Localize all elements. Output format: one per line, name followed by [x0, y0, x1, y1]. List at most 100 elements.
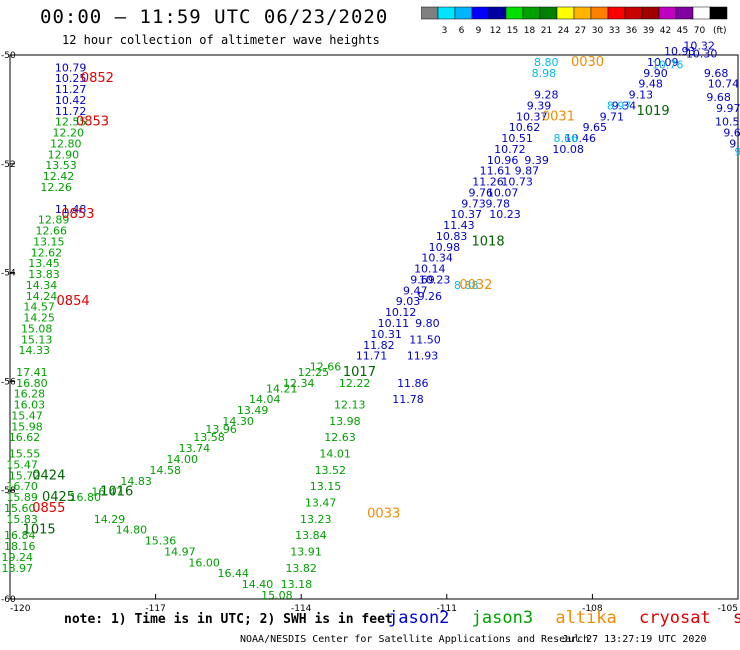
jason2-swh-value: 10.83 [436, 230, 468, 243]
legend-cryosat: cryosat [639, 608, 711, 628]
jason3-swh-value: 13.91 [290, 545, 322, 558]
jason2-swh-value: 9.76 [469, 186, 494, 199]
jason3-swh-value: 16.80 [16, 377, 48, 390]
altika-swh-value: 8.88 [454, 279, 479, 292]
color-scale-tick: 12 [490, 26, 501, 36]
jason3-swh-value: 12.55 [55, 116, 87, 129]
jason2-swh-value: 10.07 [487, 186, 519, 199]
color-swatch [709, 6, 728, 20]
jason2-swh-value: 9.13 [629, 89, 654, 102]
color-swatch [421, 6, 439, 20]
jason3-swh-value: 16.00 [188, 556, 220, 569]
jason3-swh-value: 15.47 [11, 409, 43, 422]
jason2-swh-value: 9.34 [612, 99, 637, 112]
jason3-swh-value: 14.30 [222, 415, 254, 428]
jason3-swh-value: 12.25 [298, 366, 330, 379]
jason3-swh-value: 13.84 [295, 529, 327, 542]
altika-swh-value: 8.97 [607, 99, 632, 112]
color-swatch [454, 6, 473, 20]
legend-jason2: jason2 [388, 608, 450, 628]
jason3-swh-value: 14.34 [26, 279, 58, 292]
jason3-swh-value: 13.96 [205, 423, 237, 436]
jason3-swh-value: 13.53 [45, 159, 77, 172]
jason3-swh-value: 13.52 [315, 464, 347, 477]
color-swatch [573, 6, 592, 20]
jason2-swh-value: 11.82 [363, 339, 395, 352]
jason2-swh-value: 11.86 [397, 377, 429, 390]
jason3-swh-value: 19.24 [2, 551, 34, 564]
pass-time-label: 0030 [571, 55, 604, 70]
jason3-swh-value: 12.80 [50, 137, 82, 150]
jason3-swh-value: 15.13 [21, 333, 53, 346]
jason3-swh-value: 12.66 [310, 361, 342, 374]
jason3-swh-value: 13.15 [33, 235, 65, 248]
jason3-swh-value: 13.23 [300, 513, 332, 526]
jason2-swh-value: 11.26 [472, 176, 504, 189]
jason3-swh-value: 14.21 [266, 382, 298, 395]
pass-time-label: 0854 [57, 294, 90, 309]
jason3-swh-value: 13.15 [310, 480, 342, 493]
jason2-swh-value: 10.51 [501, 132, 533, 145]
jason2-swh-value: 11.72 [55, 105, 87, 118]
jason2-swh-value: 11.93 [407, 350, 439, 363]
pass-time-label: 0853 [61, 207, 94, 222]
jason2-swh-value: 9.87 [515, 165, 540, 178]
jason2-swh-value: 9.39 [524, 154, 549, 167]
jason3-swh-value: 17.41 [16, 366, 48, 379]
jason2-swh-value: 10.74 [708, 78, 740, 91]
jason2-swh-value: 10.34 [421, 252, 453, 265]
color-scale-ticks: 3 6 9 12 15 18 21 24 27 30 33 36 39 42 45 70 [442, 26, 706, 36]
color-scale-tick: 21 [541, 26, 552, 36]
x-tick-label: -120 [10, 604, 31, 614]
color-scale-tick: 6 [459, 26, 465, 36]
color-scale-tick: 3 [442, 26, 448, 36]
jason2-swh-value: 10.46 [565, 132, 597, 145]
jason2-swh-value: 10.37 [450, 208, 482, 221]
color-scale-tick: 18 [524, 26, 536, 36]
altika-swh-value: 8.98 [532, 67, 557, 80]
jason3-swh-value: 14.00 [167, 453, 199, 466]
jason3-swh-value: 12.66 [36, 225, 68, 238]
jason2-swh-value: 10.96 [487, 154, 519, 167]
jason3-swh-value: 14.25 [23, 312, 55, 325]
color-scale-tick: 70 [694, 26, 706, 36]
pass-time-label: 0425 [42, 490, 75, 505]
y-tick-label: -56 [1, 377, 16, 387]
pass-time-label: 1017 [343, 365, 376, 380]
jason2-swh-value: 10.42 [55, 94, 87, 107]
jason2-swh-value: 10.25 [55, 72, 87, 85]
jason2-swh-value: 10.09 [647, 56, 679, 69]
jason3-swh-value: 15.55 [9, 448, 41, 461]
jason3-swh-value: 16.47 [91, 486, 123, 499]
jason2-swh-value: 9.48 [638, 78, 663, 91]
jason3-swh-value: 13.58 [193, 431, 225, 444]
x-tick-label: -117 [145, 604, 165, 614]
jason3-swh-value: 15.08 [21, 322, 53, 335]
pass-time-label: 0033 [367, 506, 400, 521]
jason2-swh-value: 11.50 [409, 333, 441, 346]
jason2-swh-value: 9.71 [600, 110, 625, 123]
color-swatch [437, 6, 456, 20]
generation-timestamp: Jul 27 13:27:19 UTC 2020 [562, 634, 707, 645]
jason3-swh-value: 16.62 [9, 431, 41, 444]
pass-time-label: 0855 [32, 501, 65, 516]
pass-time-label: 1018 [472, 234, 505, 249]
jason2-swh-value: 9.69 [410, 273, 435, 286]
jason2-swh-value: 9.47 [403, 284, 428, 297]
jason3-swh-value: 18.97 [2, 562, 34, 575]
jason2-swh-value: 9.97 [716, 102, 740, 115]
jason2-swh-value: 9.68 [706, 91, 731, 104]
jason2-swh-value: 10.08 [552, 143, 584, 156]
color-scale-tick: 45 [677, 26, 688, 36]
color-swatch [556, 6, 575, 20]
jason3-swh-value: 12.63 [324, 431, 356, 444]
color-swatch [692, 6, 711, 20]
pass-time-label: 1015 [23, 523, 56, 538]
y-tick-label: -58 [1, 486, 16, 496]
data-points: 10.7910.2511.2710.4211.7211.489.289.3910… [2, 40, 740, 602]
color-swatch [624, 6, 643, 20]
jason2-swh-value: 10.31 [370, 328, 402, 341]
pass-time-label: 0031 [542, 109, 575, 124]
jason3-swh-value: 12.89 [38, 214, 70, 227]
